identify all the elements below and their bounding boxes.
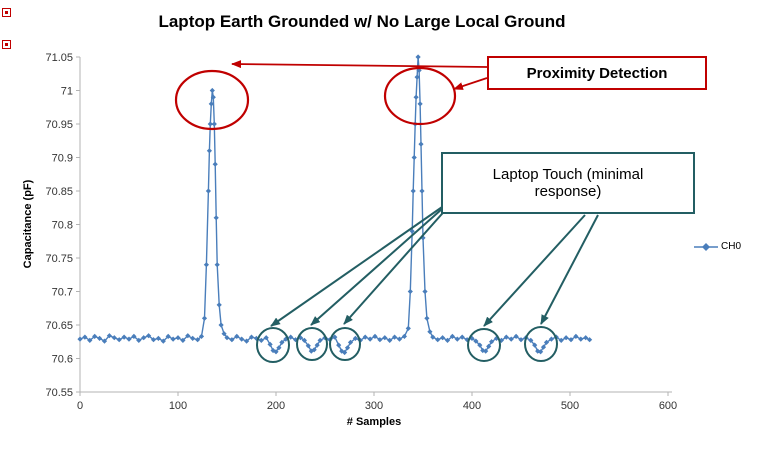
- touch-annotations: [256, 196, 599, 363]
- proximity-annotations: [174, 60, 488, 131]
- legend: CH0: [694, 241, 741, 252]
- annotation-laptop-touch: Laptop Touch (minimal response): [441, 152, 695, 214]
- series-ch0: [77, 54, 593, 356]
- svg-text:70.8: 70.8: [52, 220, 73, 232]
- x-axis-title: # Samples: [346, 416, 402, 428]
- annotation-proximity-detection: Proximity Detection: [487, 56, 707, 90]
- legend-series-marker: [694, 242, 718, 251]
- svg-text:70.6: 70.6: [52, 354, 73, 366]
- svg-text:70.95: 70.95: [45, 119, 73, 131]
- svg-text:0: 0: [77, 400, 83, 412]
- svg-text:71: 71: [61, 86, 73, 98]
- annotation-proximity-text: Proximity Detection: [526, 64, 668, 82]
- svg-text:70.75: 70.75: [45, 253, 73, 265]
- svg-text:100: 100: [169, 400, 187, 412]
- svg-text:500: 500: [561, 400, 579, 412]
- svg-text:200: 200: [267, 400, 285, 412]
- placeholder-icon: [2, 40, 11, 49]
- svg-text:400: 400: [463, 400, 481, 412]
- svg-text:70.55: 70.55: [45, 387, 73, 399]
- svg-text:600: 600: [659, 400, 677, 412]
- legend-series-label: CH0: [721, 241, 742, 252]
- svg-text:70.9: 70.9: [52, 153, 73, 165]
- svg-text:70.7: 70.7: [52, 287, 73, 299]
- chart-title: Laptop Earth Grounded w/ No Large Local …: [158, 12, 566, 31]
- annotation-touch-text-line2: response): [534, 183, 602, 200]
- svg-text:71.05: 71.05: [45, 52, 73, 64]
- svg-text:70.85: 70.85: [45, 186, 73, 198]
- placeholder-icon: [2, 8, 11, 17]
- svg-text:300: 300: [365, 400, 383, 412]
- annotation-touch-text-line1: Laptop Touch (minimal: [492, 166, 644, 183]
- axes: 70.55 70.6 70.65 70.7 70.75 70.8 70.85 70.9 70.9…: [45, 52, 677, 412]
- svg-text:70.65: 70.65: [45, 320, 73, 332]
